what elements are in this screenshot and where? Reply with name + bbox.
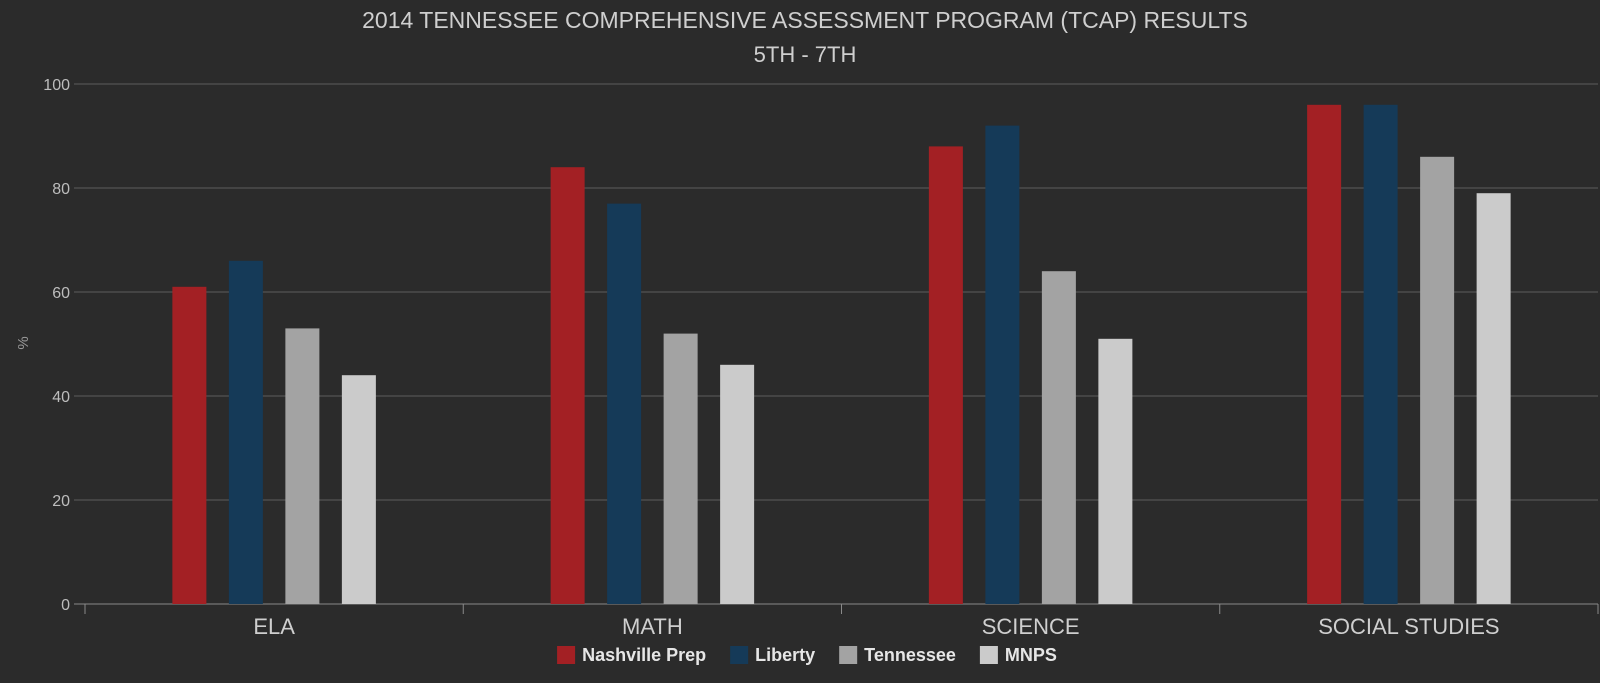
legend-item-nashville-prep[interactable]: Nashville Prep <box>557 645 706 665</box>
bar-tennessee[interactable] <box>663 333 698 604</box>
bar-liberty[interactable] <box>985 125 1020 604</box>
x-tick-label: MATH <box>622 614 683 639</box>
legend-swatch <box>730 646 749 664</box>
y-tick-label: 40 <box>52 389 70 406</box>
bar-mnps[interactable] <box>341 375 376 604</box>
x-tick-label: SOCIAL STUDIES <box>1318 614 1499 639</box>
bar-liberty[interactable] <box>1363 104 1398 605</box>
bar-nashville-prep[interactable] <box>1307 104 1342 605</box>
y-tick-label: 20 <box>52 493 70 510</box>
bar-nashville-prep[interactable] <box>928 146 963 604</box>
bar-mnps[interactable] <box>1098 338 1133 604</box>
chart-subtitle: 5TH - 7TH <box>754 42 857 67</box>
y-tick-label: 0 <box>61 597 70 614</box>
y-tick-label: 80 <box>52 181 70 198</box>
legend-item-tennessee[interactable]: Tennessee <box>839 645 956 665</box>
legend-label: MNPS <box>1005 645 1057 665</box>
legend-item-mnps[interactable]: MNPS <box>979 645 1057 665</box>
legend-swatch <box>557 646 576 664</box>
x-tick-label: SCIENCE <box>982 614 1080 639</box>
bar-nashville-prep[interactable] <box>550 167 585 604</box>
x-axis: ELA MATH SCIENCE SOCIAL STUDIES <box>84 604 1599 639</box>
y-axis: 0 20 40 60 80 100 <box>43 77 70 614</box>
bar-tennessee[interactable] <box>285 328 320 604</box>
legend[interactable]: Nashville Prep Liberty Tennessee MNPS <box>557 645 1057 665</box>
bar-tennessee[interactable] <box>1420 156 1455 605</box>
bar-liberty[interactable] <box>607 203 642 604</box>
y-tick-label: 60 <box>52 285 70 302</box>
x-tick-label: ELA <box>253 614 295 639</box>
legend-label: Nashville Prep <box>582 645 706 665</box>
legend-label: Liberty <box>755 645 815 665</box>
bar-mnps[interactable] <box>720 364 755 604</box>
bars <box>172 104 1511 605</box>
bar-nashville-prep[interactable] <box>172 286 207 604</box>
legend-label: Tennessee <box>864 645 956 665</box>
legend-item-liberty[interactable]: Liberty <box>730 645 815 665</box>
bar-mnps[interactable] <box>1476 193 1511 604</box>
legend-swatch <box>839 646 858 664</box>
legend-swatch <box>979 646 998 664</box>
chart-title: 2014 TENNESSEE COMPREHENSIVE ASSESSMENT … <box>362 7 1248 33</box>
y-tick-label: 100 <box>43 77 70 94</box>
gridlines <box>74 83 1598 605</box>
bar-tennessee[interactable] <box>1041 271 1076 604</box>
bar-liberty[interactable] <box>228 260 263 604</box>
y-axis-label: % <box>15 336 32 349</box>
